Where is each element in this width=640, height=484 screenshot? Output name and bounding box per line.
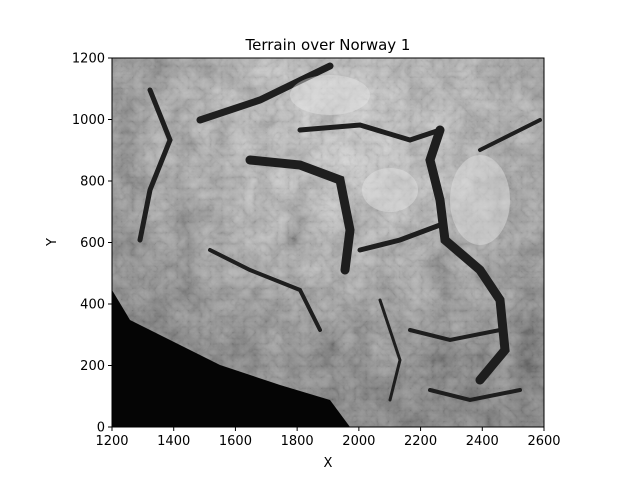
y-axis: 0 200 400 600 800 1000 1200: [72, 52, 112, 436]
x-tick-label: 2400: [466, 434, 499, 449]
sea-region: [112, 290, 350, 427]
highlights: [290, 75, 510, 245]
x-tick-label: 1200: [95, 434, 128, 449]
y-tick-label: 400: [80, 298, 105, 313]
y-axis-label: Y: [45, 238, 60, 247]
valleys: [137, 62, 542, 403]
x-axis: 1200 1400 1600 1800 2000 2200 2400 2600: [95, 427, 561, 449]
y-tick-label: 200: [80, 359, 105, 374]
x-tick-label: 2000: [342, 434, 375, 449]
y-tick-label: 800: [80, 175, 105, 190]
y-tick-label: 1000: [72, 113, 105, 128]
y-tick-label: 1200: [72, 52, 105, 67]
y-tick-label: 600: [80, 236, 105, 251]
terrain-heatmap: [112, 58, 544, 427]
x-tick-label: 1400: [157, 434, 190, 449]
x-tick-label: 2600: [527, 434, 560, 449]
x-tick-label: 2200: [404, 434, 437, 449]
x-tick-label: 1600: [219, 434, 252, 449]
x-tick-label: 1800: [281, 434, 314, 449]
x-axis-label: X: [324, 456, 333, 471]
chart-title: Terrain over Norway 1: [245, 36, 411, 54]
y-tick-label: 0: [97, 421, 105, 436]
